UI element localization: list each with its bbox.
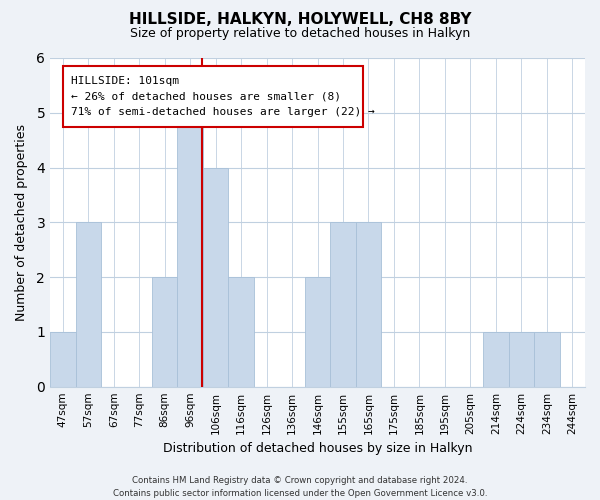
Text: Contains HM Land Registry data © Crown copyright and database right 2024.
Contai: Contains HM Land Registry data © Crown c… <box>113 476 487 498</box>
Bar <box>483 332 509 386</box>
Text: HILLSIDE, HALKYN, HOLYWELL, CH8 8BY: HILLSIDE, HALKYN, HOLYWELL, CH8 8BY <box>129 12 471 28</box>
Bar <box>509 332 534 386</box>
Bar <box>229 277 254 386</box>
Bar <box>534 332 560 386</box>
Bar <box>330 222 356 386</box>
FancyBboxPatch shape <box>64 66 363 127</box>
Bar <box>76 222 101 386</box>
Bar <box>356 222 381 386</box>
Bar <box>152 277 178 386</box>
Bar <box>203 168 229 386</box>
X-axis label: Distribution of detached houses by size in Halkyn: Distribution of detached houses by size … <box>163 442 472 455</box>
Y-axis label: Number of detached properties: Number of detached properties <box>15 124 28 321</box>
Text: HILLSIDE: 101sqm
← 26% of detached houses are smaller (8)
71% of semi-detached h: HILLSIDE: 101sqm ← 26% of detached house… <box>71 76 375 117</box>
Text: Size of property relative to detached houses in Halkyn: Size of property relative to detached ho… <box>130 28 470 40</box>
Bar <box>305 277 330 386</box>
Bar <box>50 332 76 386</box>
Bar <box>178 113 203 386</box>
